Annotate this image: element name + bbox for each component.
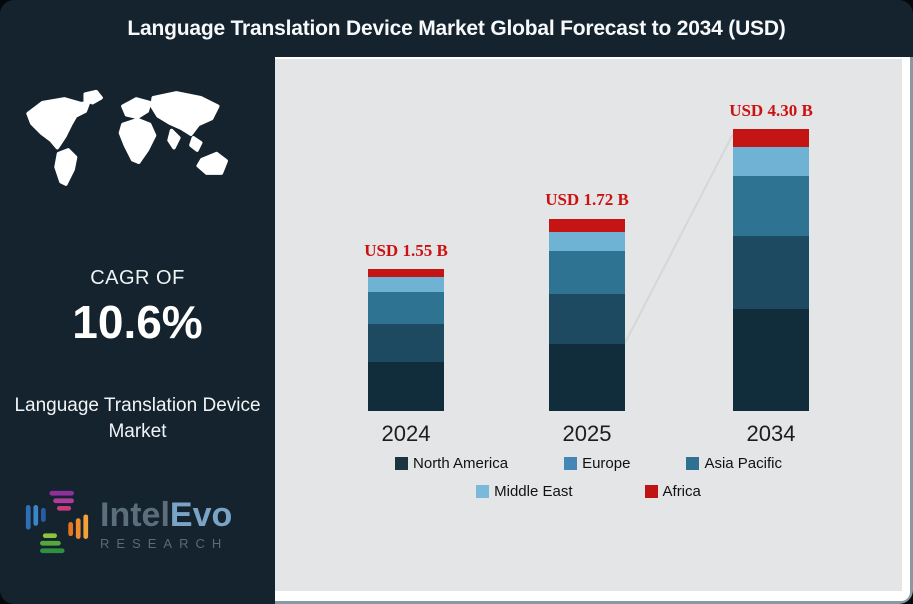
page-title: Language Translation Device Market Globa… (127, 16, 786, 40)
bar-segment-africa (549, 219, 625, 232)
bar-group-2024: USD 1.55 B (364, 241, 448, 411)
world-map-icon (16, 85, 259, 215)
bar-segment-asia-pacific (549, 251, 625, 294)
chart-panel: North America Europe Asia Pacific Middle E… (275, 59, 902, 591)
bar-segment-middle-east (549, 232, 625, 251)
brand-text: IntelEvo RESEARCH (100, 498, 232, 551)
chart-card: North America Europe Asia Pacific Middle E… (275, 57, 913, 604)
bar-segment-africa (733, 129, 809, 147)
legend-item-north-america: North America (395, 455, 508, 472)
logo: IntelEvo RESEARCH (24, 485, 232, 564)
legend: North America Europe Asia Pacific Middle E… (275, 455, 902, 500)
legend-label: Europe (582, 455, 631, 472)
bar-group-2034: USD 4.30 B (729, 101, 813, 411)
total-label-2034: USD 4.30 B (729, 101, 813, 120)
brand-intel: Intel (100, 496, 170, 534)
bar-segment-europe (368, 324, 444, 362)
bar-segment-north-america (549, 344, 625, 411)
bar-stack-2025 (549, 218, 625, 411)
legend-row-1: North America Europe Asia Pacific (395, 455, 782, 472)
legend-item-europe: Europe (564, 455, 630, 472)
year-label-2025: 2025 (562, 421, 612, 446)
legend-swatch-north-america (395, 457, 409, 470)
logo-icon (24, 485, 90, 564)
legend-label: North America (413, 455, 509, 472)
bar-segment-middle-east (733, 146, 809, 176)
legend-item-middle-east: Middle East (476, 483, 573, 500)
market-name-line2: Market (108, 421, 167, 442)
sidebar: CAGR OF 10.6% Language Translation Devic… (0, 57, 275, 604)
cagr-label: CAGR OF (90, 267, 185, 289)
legend-swatch-asia-pacific (686, 457, 700, 470)
legend-row-2: Middle East Africa (476, 483, 701, 500)
bar-segment-north-america (733, 309, 809, 411)
legend-swatch-africa (644, 485, 658, 498)
title-banner: Language Translation Device Market Globa… (0, 0, 913, 57)
brand-name: IntelEvo (100, 498, 232, 532)
legend-item-asia-pacific: Asia Pacific (686, 455, 782, 472)
bar-segment-asia-pacific (733, 175, 809, 236)
bar-segment-africa (368, 269, 444, 277)
market-name: Language Translation Device Market (0, 393, 275, 445)
total-label-2024: USD 1.55 B (364, 241, 448, 260)
total-label-2025: USD 1.72 B (545, 190, 629, 209)
year-label-2034: 2034 (746, 421, 796, 446)
legend-swatch-europe (564, 457, 578, 470)
bar-group-2025: USD 1.72 B (545, 190, 629, 411)
market-name-line1: Language Translation Device (14, 395, 261, 416)
bar-segment-middle-east (368, 277, 444, 292)
legend-label: Asia Pacific (704, 455, 782, 472)
bar-stack-2034 (733, 129, 809, 411)
legend-label: Middle East (494, 483, 573, 500)
brand-research: RESEARCH (100, 536, 229, 551)
bar-segment-asia-pacific (368, 292, 444, 324)
bar-segment-europe (549, 294, 625, 344)
bar-stack-2024 (368, 269, 444, 411)
bar-segment-north-america (368, 362, 444, 411)
year-label-2024: 2024 (381, 421, 431, 446)
legend-label: Africa (662, 483, 701, 500)
trend-line (624, 131, 735, 344)
bar-segment-europe (733, 235, 809, 310)
legend-swatch-middle-east (476, 485, 490, 498)
cagr-value: 10.6% (72, 296, 203, 348)
brand-evo: Evo (169, 496, 233, 534)
legend-item-africa: Africa (644, 483, 701, 500)
